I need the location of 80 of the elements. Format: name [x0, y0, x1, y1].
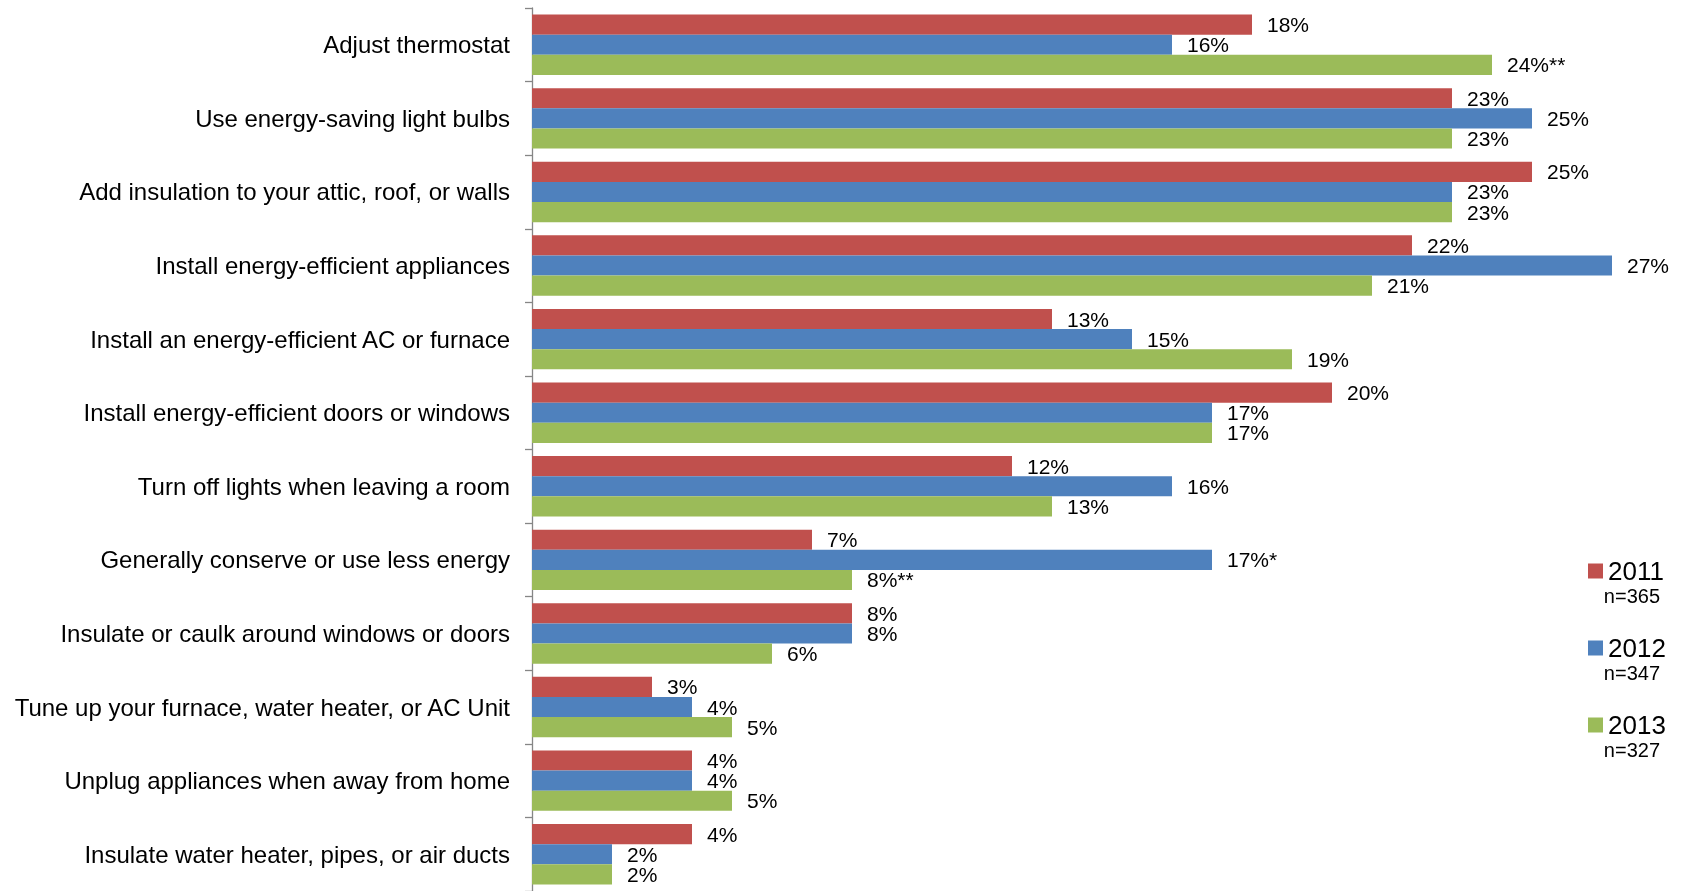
bar [532, 696, 692, 718]
data-label: 6% [787, 642, 818, 666]
legend-label: 2012 [1608, 633, 1666, 663]
bar [532, 824, 692, 845]
bar [532, 128, 1452, 149]
data-label: 21% [1387, 274, 1430, 298]
bar [532, 275, 1372, 296]
legend-label: 2013 [1608, 710, 1666, 740]
bar [532, 643, 772, 664]
y-tick-label: Insulate water heater, pipes, or air ducts [84, 840, 510, 868]
annotation: n=347 [1603, 662, 1660, 684]
bar [532, 329, 1132, 350]
annotation: n=365 [1603, 585, 1660, 607]
bar [532, 569, 852, 591]
data-label: 15% [1147, 327, 1190, 351]
bar [532, 382, 1332, 403]
bar [532, 496, 1052, 517]
bar [532, 255, 1612, 276]
data-label: 4% [707, 822, 738, 846]
bar [532, 603, 852, 624]
data-label: 22% [1427, 233, 1470, 257]
bar [532, 864, 612, 885]
y-tick-label: Generally conserve or use less energy [100, 546, 510, 574]
data-label: 5% [747, 715, 778, 739]
data-label: 19% [1307, 347, 1350, 371]
data-label: 24%** [1507, 53, 1566, 77]
bar [532, 844, 612, 865]
bar [532, 108, 1532, 129]
data-label: 27% [1627, 254, 1670, 278]
y-tick-label: Turn off lights when leaving a room [137, 472, 510, 500]
data-label: 4% [707, 695, 738, 719]
bar [532, 456, 1012, 477]
bar [532, 402, 1212, 423]
bar [532, 54, 1492, 75]
bar [532, 790, 732, 811]
data-label: 12% [1027, 454, 1070, 478]
y-tick-label: Insulate or caulk around windows or doors [60, 619, 510, 647]
bar [532, 161, 1532, 182]
y-tick-label: Add insulation to your attic, roof, or walls [79, 178, 510, 206]
data-label: 17%* [1227, 548, 1278, 572]
data-label: 23% [1467, 126, 1510, 150]
data-label: 18% [1267, 13, 1310, 37]
data-label: 3% [667, 675, 698, 699]
bar [532, 717, 732, 738]
y-tick-label: Adjust thermostat [323, 31, 511, 59]
bar [532, 623, 852, 644]
bar [532, 422, 1212, 443]
data-label: 8%** [867, 568, 914, 592]
y-tick-label: Tune up your furnace, water heater, or AC Unit [14, 693, 511, 721]
y-tick-label: Unplug appliances when away from home [64, 767, 510, 795]
data-label: 13% [1067, 494, 1110, 518]
bar [532, 181, 1452, 203]
data-label: 7% [827, 528, 858, 552]
y-tick-label: Install energy-efficient doors or windows [83, 399, 510, 427]
bar [532, 549, 1212, 570]
legend-label: 2011 [1608, 556, 1664, 586]
annotation: n=327 [1603, 739, 1660, 761]
y-tick-label: Use energy-saving light bulbs [195, 104, 510, 132]
data-label: 25% [1547, 160, 1590, 184]
bar [532, 676, 652, 697]
bar [532, 14, 1252, 35]
bar [532, 202, 1452, 223]
bar [532, 34, 1172, 55]
y-tick-label: Install an energy-efficient AC or furnace [90, 325, 510, 353]
bar [532, 770, 692, 791]
bar [532, 476, 1172, 497]
data-label: 13% [1067, 307, 1110, 331]
data-label: 23% [1467, 86, 1510, 110]
data-label: 16% [1187, 33, 1230, 57]
bar [532, 235, 1412, 256]
bar [532, 308, 1052, 330]
bar [532, 88, 1452, 109]
bar [532, 529, 812, 550]
bar [532, 750, 692, 771]
data-label: 5% [747, 789, 778, 813]
data-label: 16% [1187, 474, 1230, 498]
data-label: 20% [1347, 381, 1390, 405]
y-tick-label: Install energy-efficient appliances [155, 252, 510, 280]
bar [532, 349, 1292, 370]
data-label: 25% [1547, 106, 1590, 130]
